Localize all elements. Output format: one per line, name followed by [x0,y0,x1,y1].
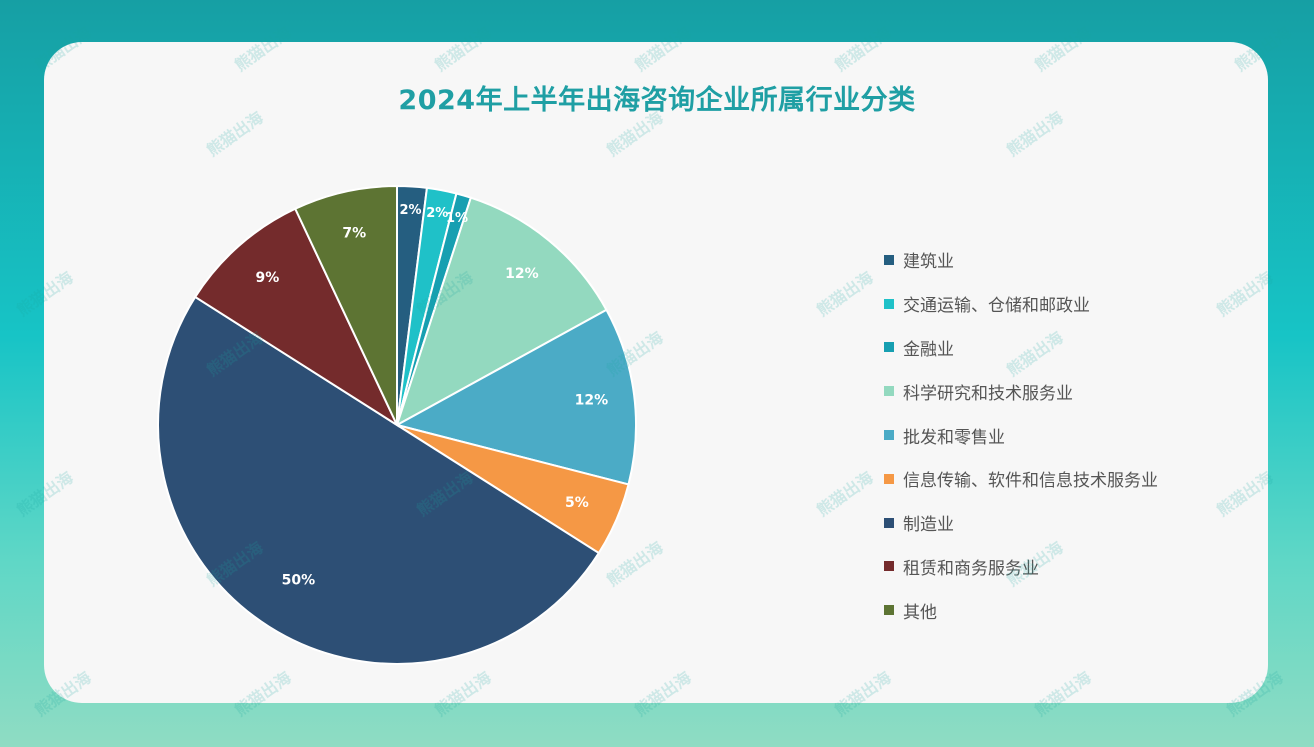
pie-data-label: 5% [565,495,589,511]
legend-swatch [884,605,894,616]
legend-swatch [884,561,894,572]
pie-data-label: 2% [426,206,448,221]
legend-swatch [884,517,894,528]
legend-label: 其他 [903,602,937,623]
pie-data-label: 1% [446,211,468,226]
pie-data-label: 7% [342,226,366,242]
pie-slice[interactable] [193,207,400,428]
legend-label: 租赁和商务服务业 [903,558,1039,579]
pie-slice[interactable] [293,184,398,426]
pie-slices [157,184,637,665]
chart-legend: 建筑业 交通运输、仓储和邮政业 金融业 科学研究和技术服务业 批发和零售业 信息… [884,238,1244,632]
legend-label: 批发和零售业 [903,427,1005,448]
legend-item-leasing[interactable]: 租赁和商务服务业 [884,545,1244,589]
legend-label: 建筑业 [903,252,954,273]
legend-item-transport[interactable]: 交通运输、仓储和邮政业 [884,282,1244,326]
legend-label: 制造业 [903,515,954,536]
legend-swatch [884,386,894,397]
legend-item-wholesale[interactable]: 批发和零售业 [884,413,1244,457]
legend-label: 金融业 [903,339,954,360]
legend-swatch [884,473,894,484]
legend-swatch [884,342,894,353]
legend-swatch [884,430,894,441]
pie-data-label: 50% [282,572,316,588]
legend-item-finance[interactable]: 金融业 [884,326,1244,370]
pie-labels: 2% 2%1%12%12%5%50%9%7% [256,203,609,589]
pie-data-label: 2% [399,203,421,218]
pie-slice[interactable] [395,196,608,428]
pie-data-label: 9% [256,270,280,286]
legend-item-construction[interactable]: 建筑业 [884,238,1244,282]
legend-swatch [884,254,894,265]
legend-swatch [884,298,894,309]
pie-slice[interactable] [157,295,601,665]
legend-item-it[interactable]: 信息传输、软件和信息技术服务业 [884,457,1244,501]
pie-slice[interactable] [394,308,637,486]
legend-label: 信息传输、软件和信息技术服务业 [903,471,1158,492]
chart-title: 2024年上半年出海咨询企业所属行业分类 [398,85,916,116]
legend-item-science[interactable]: 科学研究和技术服务业 [884,369,1244,413]
pie-data-label: 12% [575,392,609,408]
legend-label: 科学研究和技术服务业 [903,383,1073,404]
pie-data-label: 12% [505,266,539,282]
legend-item-other[interactable]: 其他 [884,588,1244,632]
legend-label: 交通运输、仓储和邮政业 [903,296,1090,317]
legend-item-manufacturing[interactable]: 制造业 [884,501,1244,545]
